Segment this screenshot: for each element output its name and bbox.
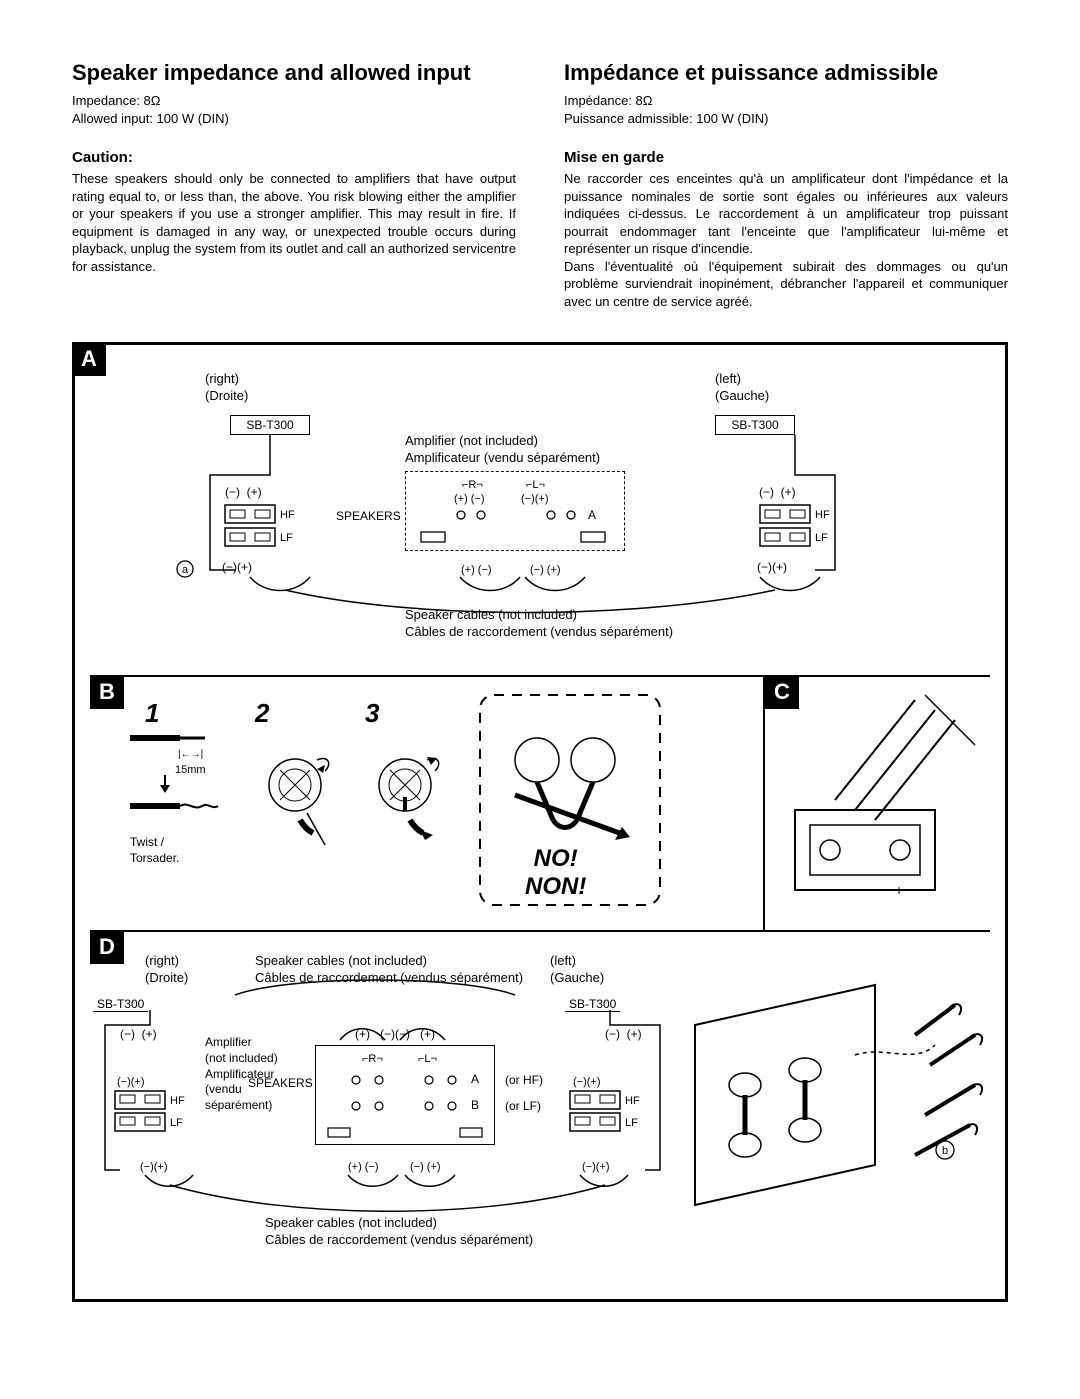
- svg-text:(+) (−): (+) (−): [348, 1161, 379, 1173]
- title-en: Speaker impedance and allowed input: [72, 60, 516, 86]
- mp-left-a2: (−)(+): [757, 560, 787, 576]
- section-tag-a: A: [72, 342, 106, 376]
- section-tag-b: B: [90, 675, 124, 709]
- svg-text:HF: HF: [170, 1095, 185, 1107]
- svg-text:HF: HF: [815, 509, 830, 521]
- mp-left-d-block: (−)(+): [573, 1075, 601, 1089]
- amp-d-B: B: [471, 1098, 479, 1114]
- r-bracket-d: ⌐R¬: [362, 1052, 383, 1066]
- svg-text:(−) (+): (−) (+): [410, 1161, 441, 1173]
- svg-text:+: +: [895, 882, 903, 898]
- svg-text:−: −: [825, 882, 833, 898]
- label-right-d: (right) (Droite): [145, 953, 188, 987]
- label-right-a: (right) (Droite): [205, 371, 248, 405]
- label-left-d: (left) (Gauche): [550, 953, 604, 987]
- divider-v1: [763, 675, 765, 930]
- caution-heading-en: Caution:: [72, 149, 516, 166]
- section-tag-c: C: [765, 675, 799, 709]
- svg-text:LF: LF: [170, 1117, 183, 1129]
- step2-graphic: [245, 725, 355, 865]
- sbt300-right-a: SB-T300: [230, 415, 310, 435]
- allowed-en: Allowed input: 100 W (DIN): [72, 110, 516, 128]
- svg-text:LF: LF: [625, 1117, 638, 1129]
- cables-bottom-d: Speaker cables (not included) Câbles de …: [265, 1215, 533, 1249]
- text-columns: Speaker impedance and allowed input Impe…: [72, 60, 1008, 310]
- mp-left-a: (−) (+): [759, 485, 796, 501]
- svg-text:|←→|: |←→|: [178, 749, 203, 760]
- l-bracket-a: ⌐L¬: [526, 478, 545, 492]
- terminal-right-a: HF LF: [220, 500, 300, 550]
- sbt300-left-d: SB-T300: [565, 997, 620, 1012]
- terminal-right-d: HF LF: [110, 1089, 195, 1139]
- section-c-graphic: − +: [775, 690, 995, 920]
- speakers-d: SPEAKERS: [248, 1076, 313, 1092]
- svg-text:LF: LF: [280, 532, 293, 544]
- step-1: 1: [145, 697, 159, 731]
- divider-1: [90, 675, 990, 677]
- svg-text:(−)(+): (−)(+): [140, 1161, 168, 1173]
- r-bracket-a: ⌐R¬: [462, 478, 483, 492]
- mp-right-a: (−) (+): [225, 485, 262, 501]
- svg-text:a: a: [182, 564, 189, 576]
- sbt300-right-d: SB-T300: [93, 997, 148, 1012]
- amp-box-d: ⌐R¬ ⌐L¬ SPEAKERS A B: [315, 1045, 495, 1145]
- svg-text:b: b: [942, 1145, 948, 1157]
- or-lf: (or LF): [505, 1099, 541, 1115]
- amp-box-a: ⌐R¬ ⌐L¬ (+) (−) (−)(+) SPEAKERS A: [405, 471, 625, 551]
- english-column: Speaker impedance and allowed input Impe…: [72, 60, 516, 310]
- amp-label-a: Amplifier (not included) Amplificateur (…: [405, 433, 600, 467]
- svg-text:HF: HF: [625, 1095, 640, 1107]
- mp-right-d-block: (−)(+): [117, 1075, 145, 1089]
- section-tag-d: D: [90, 930, 124, 964]
- jumper-graphic-d: b: [675, 945, 995, 1245]
- sbt300-left-a: SB-T300: [715, 415, 795, 435]
- or-hf: (or HF): [505, 1073, 543, 1089]
- step-2: 2: [255, 697, 269, 731]
- svg-text:(−)(+): (−)(+): [582, 1161, 610, 1173]
- caution-heading-fr: Mise en garde: [564, 149, 1008, 166]
- mp-l-a: (−)(+): [521, 492, 549, 506]
- mm15: 15mm: [175, 763, 206, 777]
- mp-right-d-top: (−) (+): [120, 1027, 157, 1043]
- caution-body-fr: Ne raccorder ces enceintes qu'à un ampli…: [564, 170, 1008, 310]
- amp-a-label: A: [588, 508, 596, 524]
- impedance-en: Impedance: 8Ω: [72, 92, 516, 110]
- step3-graphic: [355, 725, 465, 865]
- step-3: 3: [365, 697, 379, 731]
- cables-top-d: Speaker cables (not included) Câbles de …: [255, 953, 523, 987]
- diagram-frame: A B C D (right) (Droite) (left) (Gauche)…: [72, 342, 1008, 1302]
- svg-text:LF: LF: [815, 532, 828, 544]
- divider-2: [90, 930, 990, 932]
- amp-d-A: A: [471, 1072, 479, 1088]
- pm-amp-d-top: (+) (−)(−) (+): [355, 1027, 435, 1043]
- pm-r-a: (+) (−): [454, 492, 485, 506]
- terminal-left-a: HF LF: [755, 500, 835, 550]
- allowed-fr: Puissance admissible: 100 W (DIN): [564, 110, 1008, 128]
- l-bracket-d: ⌐L¬: [418, 1052, 437, 1066]
- amp-multi-d: Amplifier (not included) Amplificateur (…: [205, 1035, 278, 1113]
- terminal-left-d: HF LF: [565, 1089, 650, 1139]
- speakers-a: SPEAKERS: [336, 509, 401, 525]
- no-label: NO! NON!: [525, 845, 586, 900]
- cables-label-a: Speaker cables (not included) Câbles de …: [405, 607, 673, 641]
- caution-body-en: These speakers should only be connected …: [72, 170, 516, 275]
- impedance-fr: Impédance: 8Ω: [564, 92, 1008, 110]
- mp-right-a2: (−)(+): [222, 560, 252, 576]
- title-fr: Impédance et puissance admissible: [564, 60, 1008, 86]
- svg-text:(−) (+): (−) (+): [530, 564, 561, 576]
- twist: Twist / Torsader.: [130, 835, 179, 866]
- svg-text:(+) (−): (+) (−): [461, 564, 492, 576]
- circle-a-icon: a: [175, 559, 195, 579]
- svg-text:HF: HF: [280, 509, 295, 521]
- label-left-a: (left) (Gauche): [715, 371, 769, 405]
- french-column: Impédance et puissance admissible Impéda…: [564, 60, 1008, 310]
- mp-left-d-top: (−) (+): [605, 1027, 642, 1043]
